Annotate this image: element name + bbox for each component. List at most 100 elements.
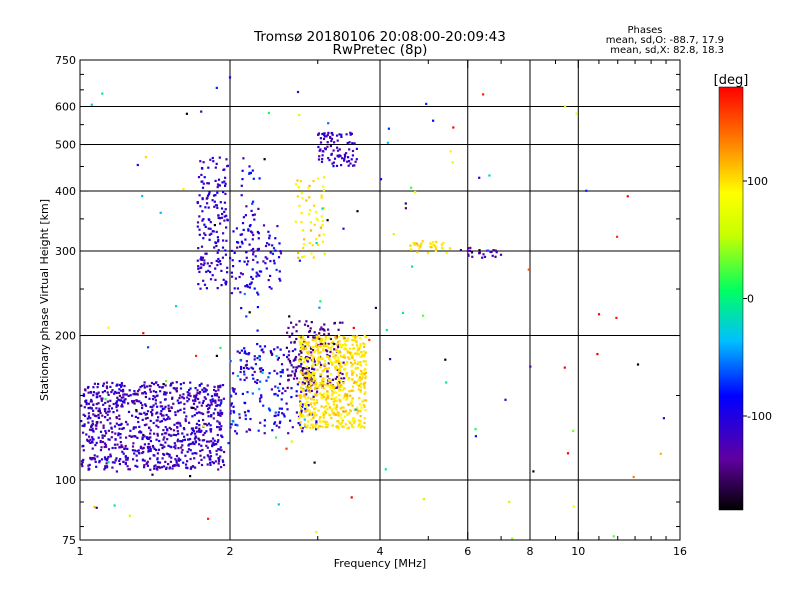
data-point: [295, 390, 298, 393]
data-point: [236, 241, 239, 244]
data-point: [306, 365, 309, 368]
data-point: [139, 401, 143, 404]
data-point: [133, 399, 136, 403]
data-point: [146, 464, 149, 467]
data-point: [329, 387, 332, 390]
data-point: [157, 461, 160, 464]
data-point: [162, 429, 165, 432]
data-point: [149, 457, 152, 460]
data-point: [314, 407, 317, 410]
data-point: [326, 420, 329, 423]
data-point: [201, 401, 204, 404]
data-point: [321, 219, 324, 223]
data-point: [327, 362, 330, 365]
data-point: [329, 144, 332, 148]
data-point: [152, 383, 156, 386]
data-point: [356, 408, 359, 411]
data-point: [340, 421, 343, 425]
data-point: [305, 380, 308, 383]
data-point: [202, 237, 205, 240]
data-point: [251, 238, 254, 241]
data-point: [319, 148, 322, 151]
data-point: [219, 414, 222, 417]
data-point: [229, 426, 232, 429]
data-point: [236, 350, 239, 353]
data-point: [179, 440, 182, 443]
data-point: [348, 148, 351, 151]
data-point: [113, 392, 116, 395]
data-point: [162, 393, 166, 396]
data-point: [125, 420, 128, 424]
data-point: [152, 404, 155, 407]
data-point: [323, 133, 326, 136]
data-point: [155, 391, 158, 394]
data-point: [312, 179, 315, 183]
data-point: [200, 444, 203, 447]
data-point: [359, 372, 362, 375]
data-point: [192, 402, 196, 405]
data-point: [92, 391, 95, 394]
data-point: [191, 415, 194, 418]
data-point: [126, 458, 129, 461]
data-point: [320, 405, 323, 408]
data-point: [89, 457, 92, 460]
data-point: [202, 279, 205, 282]
data-point: [99, 440, 102, 443]
data-point: [238, 275, 241, 279]
data-point: [302, 229, 305, 232]
data-point: [314, 381, 318, 384]
data-point: [335, 359, 338, 362]
data-point: [349, 162, 352, 165]
data-point: [326, 145, 329, 148]
y-tick-label: 400: [55, 185, 76, 198]
data-point: [189, 381, 192, 384]
data-point: [229, 394, 232, 397]
data-point: [348, 141, 351, 144]
data-point: [115, 457, 118, 460]
data-point: [363, 373, 366, 376]
data-point: [300, 362, 303, 366]
data-point: [311, 360, 314, 363]
data-point: [216, 404, 219, 407]
data-point: [242, 157, 245, 160]
data-point: [432, 119, 435, 122]
data-point: [319, 425, 322, 428]
data-point: [278, 270, 281, 273]
data-point: [232, 372, 235, 375]
data-point: [240, 240, 243, 243]
data-point: [264, 256, 267, 259]
data-points: [80, 76, 665, 540]
data-point: [126, 456, 129, 459]
y-tick-label: 500: [55, 139, 76, 152]
data-point: [306, 376, 309, 379]
data-point: [215, 244, 218, 248]
data-point: [348, 347, 352, 350]
data-point: [87, 467, 90, 470]
data-point: [201, 186, 205, 189]
data-point: [270, 287, 273, 290]
data-point: [203, 439, 206, 442]
data-point: [333, 141, 336, 144]
data-point: [171, 467, 174, 470]
data-point: [143, 411, 146, 414]
data-point: [106, 457, 109, 460]
data-point: [164, 384, 167, 387]
data-point: [198, 401, 201, 404]
data-point: [216, 287, 219, 290]
data-point: [355, 366, 358, 370]
data-point: [248, 311, 251, 314]
data-point: [331, 378, 334, 381]
data-point: [146, 416, 149, 420]
data-point: [316, 423, 319, 426]
data-point: [330, 137, 334, 140]
data-point: [248, 286, 251, 289]
data-point: [251, 392, 254, 395]
data-point: [161, 457, 164, 460]
data-point: [358, 384, 361, 387]
data-point: [307, 341, 310, 344]
data-point: [332, 340, 335, 343]
data-point: [209, 430, 212, 433]
data-point: [242, 366, 246, 370]
data-point: [219, 446, 222, 449]
data-point: [414, 190, 417, 194]
